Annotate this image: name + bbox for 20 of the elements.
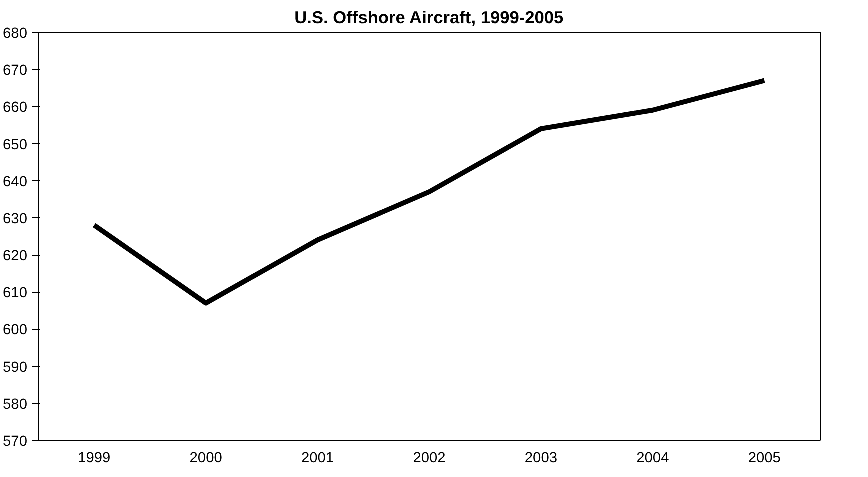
y-tick-label: 590	[3, 360, 28, 376]
y-tick-label: 650	[3, 137, 28, 154]
x-tick-label: 2003	[524, 450, 558, 466]
y-tick-label: 640	[3, 174, 28, 190]
x-tick-label: 2000	[190, 450, 222, 466]
y-tick-label: 660	[3, 100, 28, 116]
x-tick-label: 2002	[413, 450, 446, 466]
chart-title: U.S. Offshore Aircraft, 1999-2005	[294, 8, 564, 28]
y-tick-label: 630	[3, 211, 28, 228]
y-tick-label: 620	[3, 248, 28, 265]
y-tick-label: 680	[3, 26, 28, 42]
y-tick-label: 600	[3, 322, 28, 339]
y-tick-label: 570	[3, 434, 28, 450]
y-tick-label: 610	[3, 286, 28, 302]
y-tick-label: 580	[3, 396, 28, 413]
x-tick-label: 1999	[78, 450, 111, 466]
y-tick-label: 670	[3, 63, 28, 80]
x-tick-label: 2005	[748, 450, 781, 466]
x-tick-label: 2004	[636, 450, 670, 466]
x-tick-label: 2001	[301, 450, 334, 466]
